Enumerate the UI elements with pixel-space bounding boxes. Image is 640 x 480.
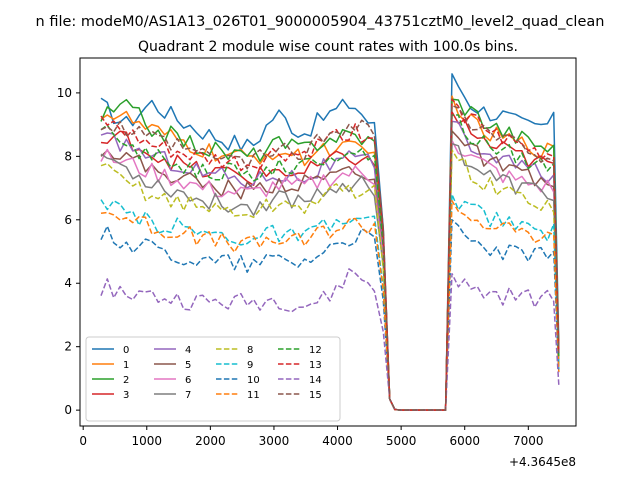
x-tick-label: 0 xyxy=(79,434,87,448)
legend-label-13: 13 xyxy=(309,360,322,371)
legend-label-0: 0 xyxy=(123,345,129,356)
series-line-0 xyxy=(100,73,560,411)
y-axis: 0 2 4 6 8 10 xyxy=(57,86,80,417)
series-line-12 xyxy=(100,114,560,411)
series-line-15 xyxy=(100,104,560,411)
legend-label-6: 6 xyxy=(185,375,191,386)
legend-label-8: 8 xyxy=(247,345,253,356)
legend-label-3: 3 xyxy=(123,390,129,401)
series-line-8 xyxy=(100,149,560,411)
series-line-4 xyxy=(100,120,560,411)
y-tick-label: 8 xyxy=(64,149,72,163)
series-line-7 xyxy=(100,142,560,411)
axes-frame xyxy=(79,57,577,427)
series-line-3 xyxy=(100,111,560,411)
y-tick-label: 0 xyxy=(64,403,72,417)
chart-title: Quadrant 2 module wise count rates with … xyxy=(138,39,518,55)
x-tick-label: 7000 xyxy=(513,434,544,448)
legend-label-14: 14 xyxy=(309,375,322,386)
legend-frame xyxy=(85,336,341,422)
plot-area xyxy=(100,73,560,411)
series-line-11 xyxy=(100,200,560,411)
x-tick-label: 4000 xyxy=(322,434,353,448)
legend-label-1: 1 xyxy=(123,360,129,371)
legend-label-2: 2 xyxy=(123,375,129,386)
legend-label-4: 4 xyxy=(185,345,191,356)
y-tick-label: 6 xyxy=(64,213,72,227)
legend-label-5: 5 xyxy=(185,360,191,371)
x-axis: 0 1000 2000 3000 4000 5000 6000 7000 xyxy=(79,426,544,448)
x-tick-label: 5000 xyxy=(386,434,417,448)
x-tick-label: 6000 xyxy=(449,434,480,448)
legend-label-11: 11 xyxy=(247,390,260,401)
y-tick-label: 4 xyxy=(64,276,72,290)
series-line-10 xyxy=(100,219,560,411)
legend-label-12: 12 xyxy=(309,345,322,356)
legend-label-9: 9 xyxy=(247,360,253,371)
series-line-9 xyxy=(100,193,560,411)
y-tick-label: 10 xyxy=(57,86,72,100)
x-tick-label: 2000 xyxy=(195,434,226,448)
legend-label-10: 10 xyxy=(247,375,260,386)
y-tick-label: 2 xyxy=(64,340,72,354)
x-axis-offset-label: +4.3645e8 xyxy=(509,455,576,469)
x-tick-label: 3000 xyxy=(259,434,290,448)
x-tick-label: 1000 xyxy=(131,434,162,448)
legend-label-7: 7 xyxy=(185,390,191,401)
figure-suptitle: n file: modeM0/AS1A13_026T01_9000005904_… xyxy=(36,14,605,30)
series-line-14 xyxy=(100,268,560,411)
legend-label-15: 15 xyxy=(309,390,322,401)
